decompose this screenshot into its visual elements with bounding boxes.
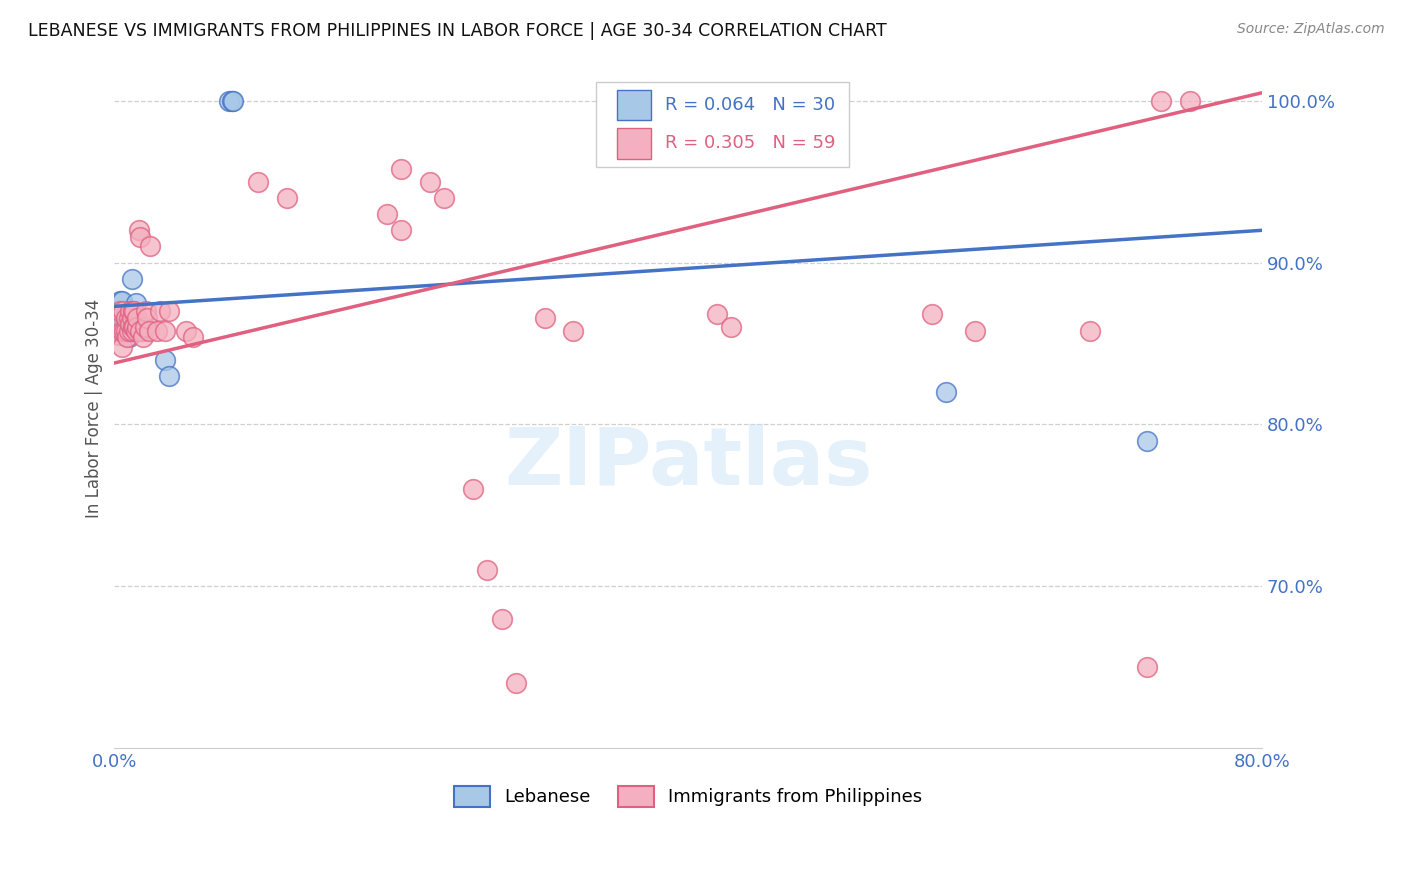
Point [433,191,456,205]
Point [108,324,131,338]
Point [120,317,142,331]
Point [157,368,180,383]
Point [139,239,162,253]
Point [105,304,128,318]
Point [121,310,143,325]
FancyBboxPatch shape [617,128,651,159]
Point [115,308,138,322]
Point [110,320,132,334]
Point [153,352,176,367]
Point [114,324,136,338]
Point [1078,324,1101,338]
Point [1150,94,1173,108]
Point [110,308,132,322]
Point [114,320,136,334]
Point [111,308,134,322]
Point [120,304,142,318]
Point [125,324,148,338]
Point [935,385,957,400]
Point [110,324,132,338]
Point [153,324,176,338]
Point [146,324,169,338]
Point [276,191,298,205]
Point [128,320,150,334]
Text: Source: ZipAtlas.com: Source: ZipAtlas.com [1237,22,1385,37]
Point [124,320,146,334]
Point [124,304,146,318]
Point [505,676,527,690]
Point [477,563,499,577]
Point [127,310,149,325]
Point [111,304,134,318]
Point [375,207,398,221]
Point [533,310,555,325]
Point [110,294,132,309]
Point [921,308,943,322]
Point [108,312,131,326]
Point [115,324,138,338]
Point [562,324,585,338]
Point [491,612,513,626]
Point [134,320,156,334]
Point [461,482,484,496]
Point [115,310,138,325]
Point [222,94,245,108]
Text: ZIPatlas: ZIPatlas [503,424,872,501]
Point [118,324,141,338]
Point [117,330,139,344]
Point [221,94,243,108]
Point [246,175,269,189]
Point [122,324,145,338]
Point [174,324,197,338]
Point [108,304,131,318]
Point [107,304,129,318]
Point [149,304,172,318]
FancyBboxPatch shape [617,90,651,120]
Point [107,317,129,331]
Point [120,304,142,318]
Point [107,324,129,338]
Point [157,304,180,318]
Point [181,330,204,344]
Point [125,296,148,310]
Point [111,320,134,334]
Point [1180,94,1202,108]
Point [419,175,441,189]
Legend: Lebanese, Immigrants from Philippines: Lebanese, Immigrants from Philippines [447,779,929,814]
Point [128,223,150,237]
Point [963,324,986,338]
Y-axis label: In Labor Force | Age 30-34: In Labor Force | Age 30-34 [86,299,103,518]
Point [122,320,145,334]
Point [118,310,141,325]
Point [720,320,742,334]
Point [127,320,149,334]
Point [118,317,141,331]
Point [218,94,240,108]
Point [136,310,159,325]
Point [121,324,143,338]
Point [117,324,139,338]
Point [122,304,145,318]
Point [110,340,132,354]
Point [132,330,155,344]
Point [389,223,412,237]
Text: LEBANESE VS IMMIGRANTS FROM PHILIPPINES IN LABOR FORCE | AGE 30-34 CORRELATION C: LEBANESE VS IMMIGRANTS FROM PHILIPPINES … [28,22,887,40]
Point [131,324,153,338]
FancyBboxPatch shape [596,82,849,167]
Point [108,294,131,309]
Point [138,324,160,338]
Point [129,324,152,338]
Point [129,229,152,244]
Text: R = 0.305   N = 59: R = 0.305 N = 59 [665,135,835,153]
Point [115,324,138,338]
Text: R = 0.064   N = 30: R = 0.064 N = 30 [665,96,835,114]
Point [1136,660,1159,674]
Point [1136,434,1159,448]
Point [706,308,728,322]
Point [121,272,143,286]
Point [107,328,129,343]
Point [389,161,412,176]
Point [118,330,141,344]
Point [135,304,157,318]
